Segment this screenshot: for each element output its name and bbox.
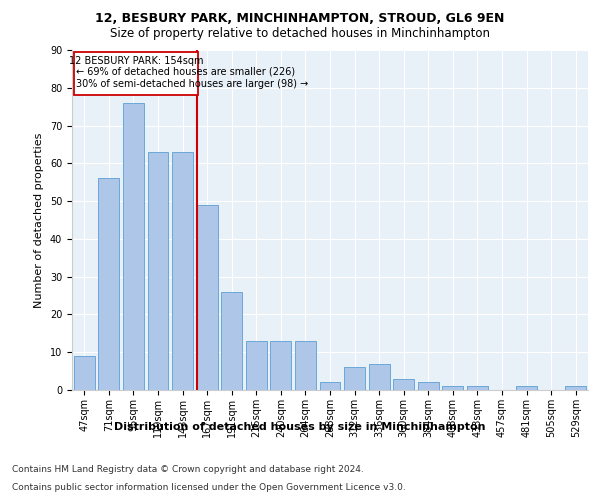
Bar [467, 386, 488, 390]
Text: Contains public sector information licensed under the Open Government Licence v3: Contains public sector information licen… [12, 482, 406, 492]
Bar [246, 341, 267, 390]
Bar [442, 386, 463, 390]
Text: ← 69% of detached houses are smaller (226): ← 69% of detached houses are smaller (22… [76, 67, 296, 77]
Text: Distribution of detached houses by size in Minchinhampton: Distribution of detached houses by size … [114, 422, 486, 432]
Text: 12 BESBURY PARK: 154sqm: 12 BESBURY PARK: 154sqm [68, 56, 203, 66]
Bar [74, 356, 95, 390]
Bar [320, 382, 340, 390]
Bar [418, 382, 439, 390]
Bar [148, 152, 169, 390]
Bar [516, 386, 537, 390]
Text: 30% of semi-detached houses are larger (98) →: 30% of semi-detached houses are larger (… [76, 80, 308, 90]
FancyBboxPatch shape [74, 52, 198, 96]
Text: Size of property relative to detached houses in Minchinhampton: Size of property relative to detached ho… [110, 28, 490, 40]
Bar [344, 368, 365, 390]
Bar [172, 152, 193, 390]
Bar [221, 292, 242, 390]
Bar [197, 205, 218, 390]
Bar [393, 378, 414, 390]
Bar [271, 341, 292, 390]
Bar [295, 341, 316, 390]
Bar [98, 178, 119, 390]
Text: Contains HM Land Registry data © Crown copyright and database right 2024.: Contains HM Land Registry data © Crown c… [12, 465, 364, 474]
Y-axis label: Number of detached properties: Number of detached properties [34, 132, 44, 308]
Text: 12, BESBURY PARK, MINCHINHAMPTON, STROUD, GL6 9EN: 12, BESBURY PARK, MINCHINHAMPTON, STROUD… [95, 12, 505, 26]
Bar [565, 386, 586, 390]
Bar [123, 103, 144, 390]
Bar [368, 364, 389, 390]
